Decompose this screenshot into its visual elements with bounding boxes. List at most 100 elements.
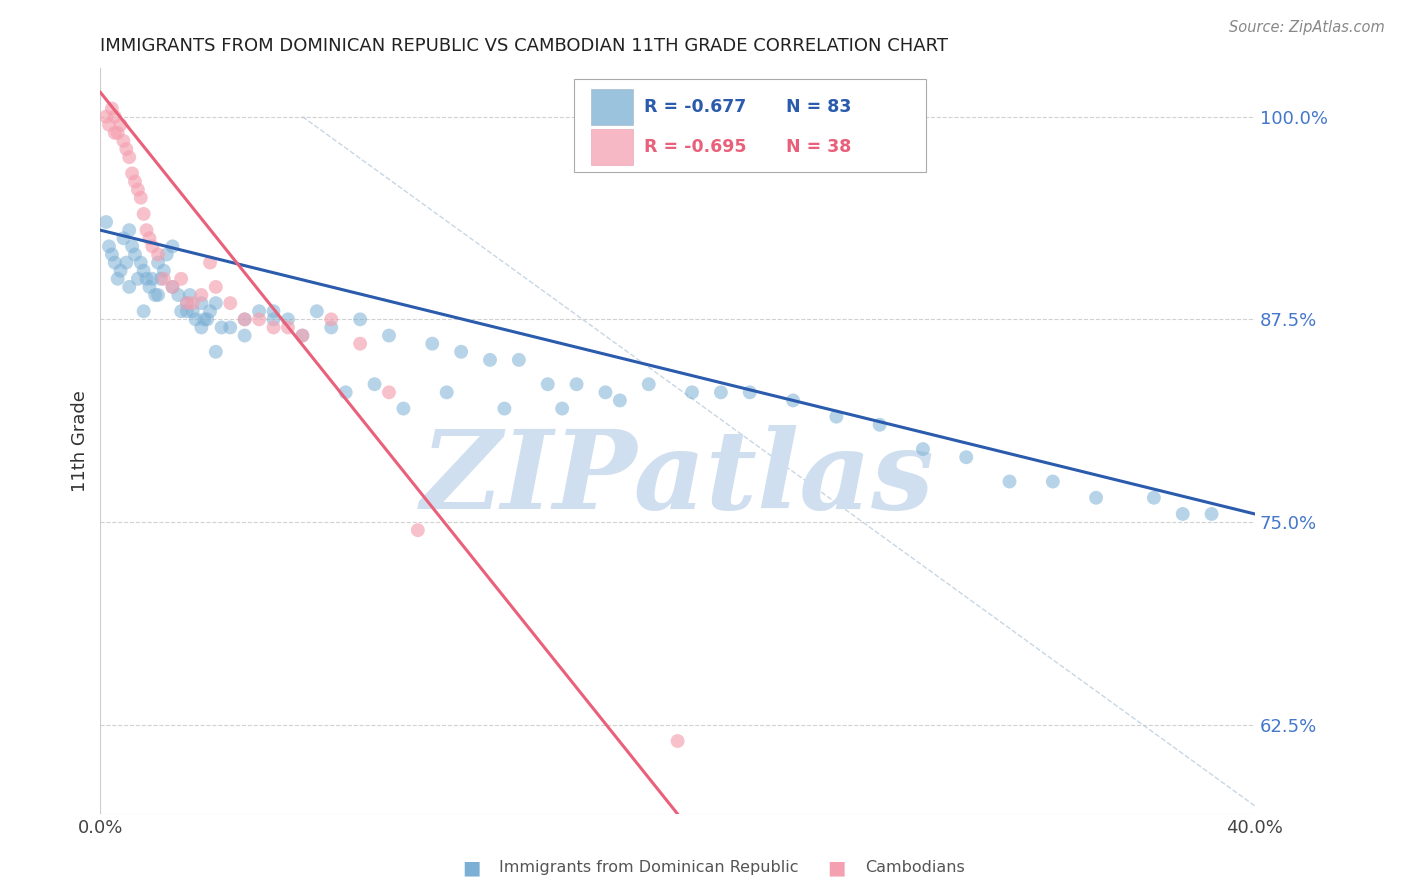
Point bbox=[551, 401, 574, 416]
Point bbox=[436, 385, 458, 400]
Point bbox=[198, 255, 221, 269]
Point bbox=[138, 231, 160, 245]
Text: Cambodians: Cambodians bbox=[865, 861, 965, 875]
Point bbox=[494, 401, 516, 416]
Point bbox=[156, 247, 179, 261]
Point bbox=[277, 312, 299, 326]
Point bbox=[94, 215, 117, 229]
Point bbox=[146, 255, 169, 269]
Point bbox=[110, 263, 132, 277]
Point bbox=[911, 442, 934, 456]
Point bbox=[363, 377, 385, 392]
Point bbox=[129, 191, 152, 205]
Point bbox=[138, 280, 160, 294]
Point bbox=[184, 312, 207, 326]
Point bbox=[127, 272, 149, 286]
Point bbox=[132, 263, 155, 277]
Point bbox=[349, 336, 371, 351]
Point bbox=[132, 207, 155, 221]
Point bbox=[110, 118, 132, 132]
Point bbox=[112, 231, 135, 245]
Point bbox=[955, 450, 977, 465]
Point bbox=[406, 523, 429, 537]
Point bbox=[666, 734, 689, 748]
Point bbox=[420, 336, 443, 351]
Point bbox=[176, 296, 198, 310]
Point bbox=[141, 272, 163, 286]
Point bbox=[537, 377, 560, 392]
Point bbox=[112, 134, 135, 148]
Point bbox=[104, 110, 127, 124]
Point bbox=[153, 272, 176, 286]
Point bbox=[204, 280, 226, 294]
Point bbox=[190, 296, 212, 310]
Point bbox=[335, 385, 357, 400]
Point bbox=[143, 288, 166, 302]
Text: N = 83: N = 83 bbox=[786, 98, 852, 116]
Point bbox=[479, 352, 502, 367]
Point bbox=[135, 272, 157, 286]
Point bbox=[291, 328, 314, 343]
Point bbox=[198, 304, 221, 318]
Point bbox=[127, 183, 149, 197]
Y-axis label: 11th Grade: 11th Grade bbox=[72, 390, 89, 491]
Point bbox=[738, 385, 761, 400]
Point bbox=[321, 312, 343, 326]
Point bbox=[508, 352, 530, 367]
Point bbox=[204, 296, 226, 310]
Point bbox=[181, 296, 204, 310]
Point bbox=[176, 296, 198, 310]
Text: R = -0.677: R = -0.677 bbox=[644, 98, 747, 116]
Point bbox=[247, 304, 270, 318]
Point bbox=[710, 385, 733, 400]
Point bbox=[1085, 491, 1108, 505]
Point bbox=[1143, 491, 1166, 505]
Point bbox=[277, 320, 299, 334]
Text: ZIPatlas: ZIPatlas bbox=[420, 425, 935, 532]
Point bbox=[211, 320, 233, 334]
Point bbox=[118, 280, 141, 294]
Point bbox=[392, 401, 415, 416]
Point bbox=[193, 312, 215, 326]
Text: Source: ZipAtlas.com: Source: ZipAtlas.com bbox=[1229, 20, 1385, 35]
Point bbox=[124, 247, 146, 261]
Point bbox=[118, 150, 141, 164]
Point bbox=[825, 409, 848, 424]
Point bbox=[378, 385, 401, 400]
Text: ■: ■ bbox=[461, 858, 481, 878]
Text: IMMIGRANTS FROM DOMINICAN REPUBLIC VS CAMBODIAN 11TH GRADE CORRELATION CHART: IMMIGRANTS FROM DOMINICAN REPUBLIC VS CA… bbox=[100, 37, 949, 55]
Point bbox=[176, 304, 198, 318]
FancyBboxPatch shape bbox=[574, 79, 925, 172]
Point bbox=[149, 272, 172, 286]
Point bbox=[321, 320, 343, 334]
Point bbox=[162, 239, 184, 253]
Point bbox=[291, 328, 314, 343]
FancyBboxPatch shape bbox=[591, 129, 633, 165]
Point bbox=[135, 223, 157, 237]
Point bbox=[115, 255, 138, 269]
Point bbox=[190, 320, 212, 334]
Point bbox=[681, 385, 703, 400]
Text: ■: ■ bbox=[827, 858, 846, 878]
Point bbox=[118, 223, 141, 237]
Text: N = 38: N = 38 bbox=[786, 138, 852, 156]
Point bbox=[141, 239, 163, 253]
Point bbox=[124, 174, 146, 188]
Point bbox=[378, 328, 401, 343]
FancyBboxPatch shape bbox=[591, 89, 633, 125]
Point bbox=[263, 304, 285, 318]
Point bbox=[146, 288, 169, 302]
Point bbox=[1042, 475, 1064, 489]
Point bbox=[195, 312, 218, 326]
Point bbox=[170, 272, 193, 286]
Point bbox=[450, 344, 472, 359]
Point bbox=[204, 344, 226, 359]
Point bbox=[233, 328, 256, 343]
Point bbox=[107, 126, 129, 140]
Point bbox=[104, 126, 127, 140]
Point bbox=[121, 239, 143, 253]
Point bbox=[595, 385, 617, 400]
Point bbox=[146, 247, 169, 261]
Point bbox=[1201, 507, 1223, 521]
Point bbox=[98, 118, 121, 132]
